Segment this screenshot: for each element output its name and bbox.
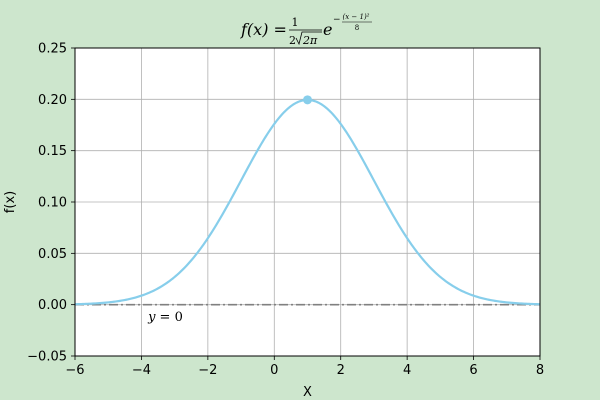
annotation-eq: = 0 — [155, 310, 182, 325]
x-tick-label: 0 — [270, 363, 278, 378]
annotation-y-equals-0: y = 0 — [147, 310, 183, 325]
svg-text:f(x) =: f(x) = — [240, 20, 287, 39]
y-tick-label: 0.20 — [38, 93, 67, 108]
y-tick-label: 0.25 — [38, 42, 67, 57]
x-tick-label: −2 — [198, 363, 217, 378]
title-exponent-numerator: (x − 1)² — [343, 13, 370, 21]
peak-point — [303, 95, 312, 105]
y-tick-label: 0.15 — [38, 144, 67, 159]
y-axis: −0.05 0.00 0.05 0.10 0.15 0.20 0.25 — [27, 42, 75, 365]
title-denominator-radicand: 2π — [302, 34, 318, 47]
x-axis-label: X — [303, 385, 312, 400]
title-lhs: f(x) = — [240, 20, 287, 39]
x-tick-label: −4 — [132, 363, 151, 378]
y-tick-label: 0.10 — [38, 196, 67, 211]
title-exponent-denominator: 8 — [355, 24, 359, 32]
x-tick-label: −6 — [65, 363, 84, 378]
title-denominator-coeff: 2 — [289, 34, 296, 47]
annotation-var: y — [147, 310, 156, 325]
title-sqrt-sign — [295, 31, 322, 46]
chart-title: f(x) = 1 2 2π e − (x − 1)² 8 — [240, 13, 372, 47]
title-numerator: 1 — [292, 16, 299, 29]
x-tick-label: 6 — [469, 363, 477, 378]
y-tick-label: 0.00 — [38, 298, 67, 313]
x-tick-label: 8 — [536, 363, 544, 378]
x-tick-label: 4 — [403, 363, 411, 378]
y-axis-label: f(x) — [3, 191, 18, 213]
y-tick-label: 0.05 — [38, 247, 67, 262]
title-base: e — [323, 20, 332, 39]
y-tick-label: −0.05 — [27, 350, 67, 365]
title-exponent-sign: − — [333, 15, 341, 25]
x-tick-label: 2 — [337, 363, 345, 378]
x-axis: −6 −4 −2 0 2 4 6 8 — [65, 356, 544, 378]
